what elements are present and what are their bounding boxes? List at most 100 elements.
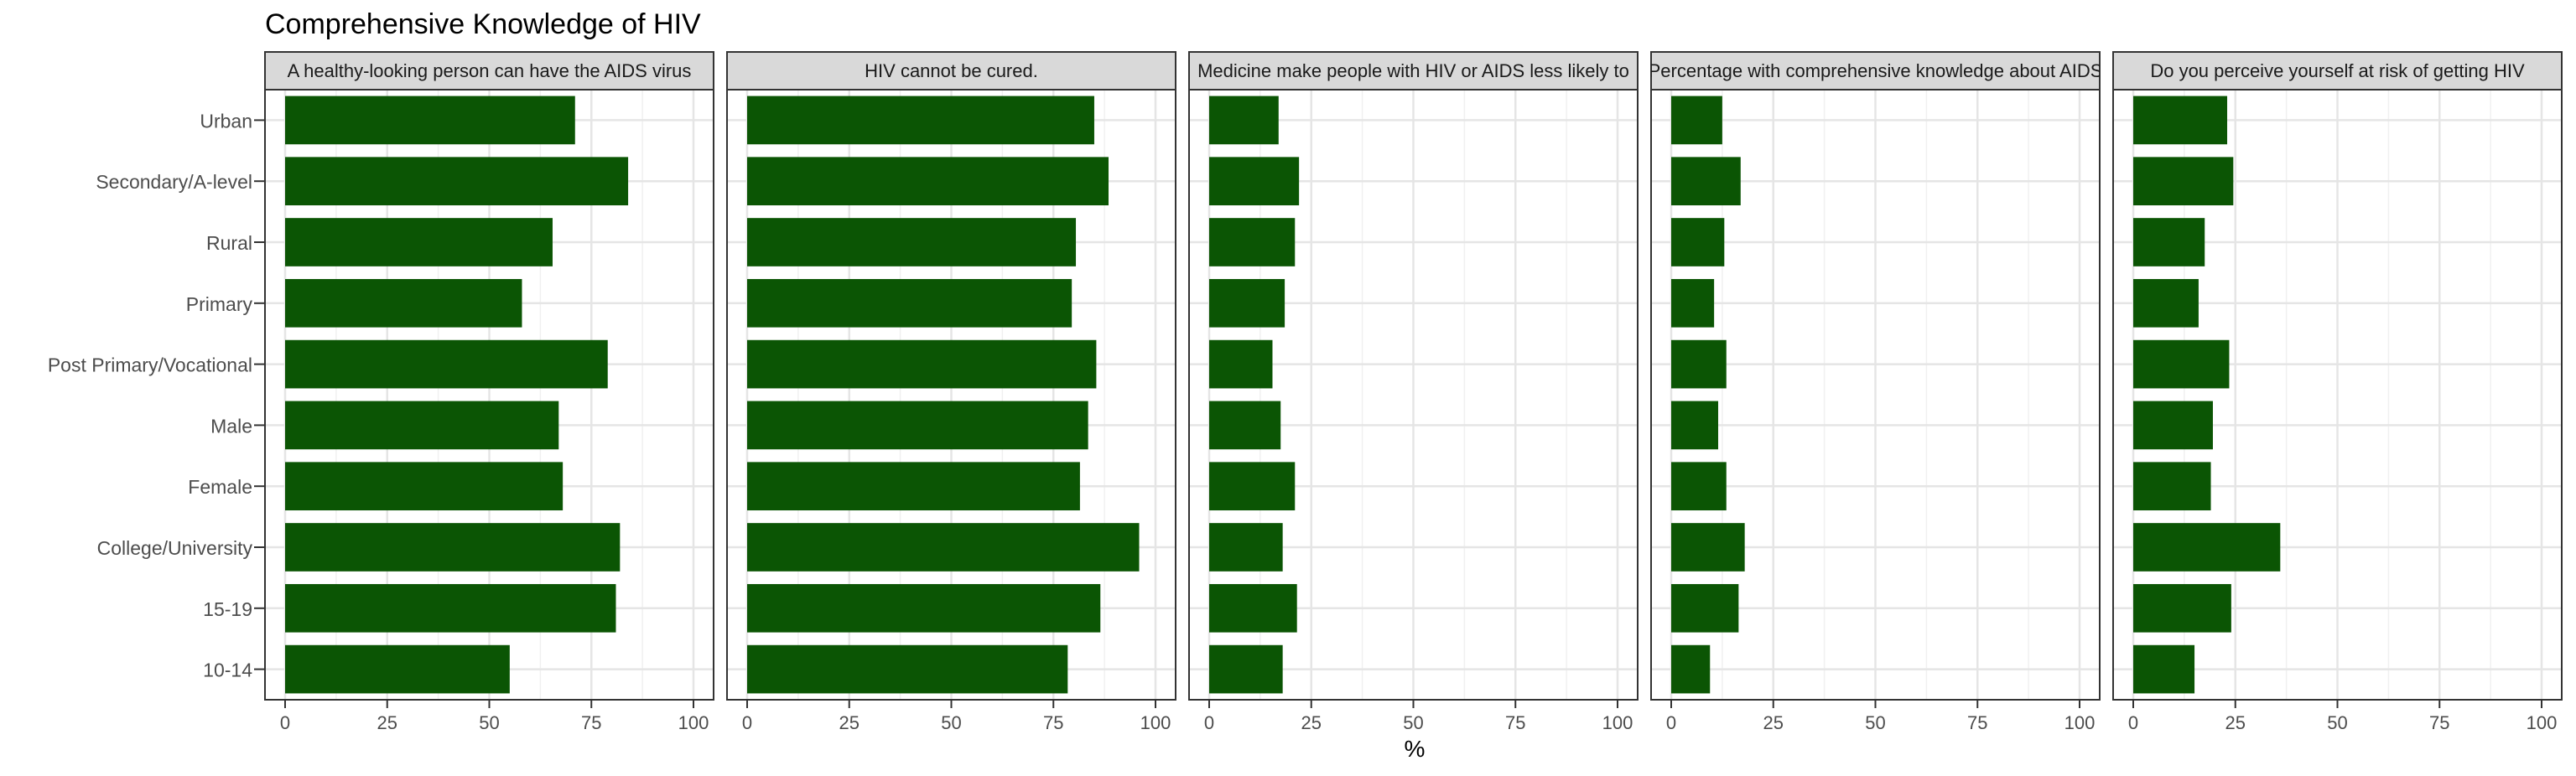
bar-0-5 (285, 401, 559, 450)
bar-4-1 (2133, 157, 2234, 206)
bar-1-3 (747, 278, 1072, 328)
strip-bg-2 (1188, 51, 1639, 91)
bar-4-8 (2133, 583, 2231, 633)
strip-bg-4 (2112, 51, 2563, 91)
bar-4-9 (2133, 644, 2195, 694)
panel-0: A healthy-looking person can have the AI… (264, 51, 714, 733)
x-tick-label-1-2: 50 (941, 712, 961, 733)
y-tick-label-7: College/University (97, 537, 253, 559)
panel-inner-4 (2113, 90, 2562, 700)
bar-0-6 (285, 462, 564, 511)
bar-0-2 (285, 218, 553, 266)
bar-0-7 (285, 523, 621, 572)
bar-2-3 (1209, 278, 1285, 328)
x-tick-label-4-1: 25 (2225, 712, 2246, 733)
strip-bg-3 (1650, 51, 2101, 91)
bar-2-6 (1209, 462, 1296, 511)
x-tick-label-2-2: 50 (1403, 712, 1423, 733)
bar-2-0 (1209, 96, 1279, 145)
x-tick-label-3-0: 0 (1666, 712, 1676, 733)
panel-inner-0 (265, 90, 714, 700)
x-tick-label-2-3: 75 (1505, 712, 1525, 733)
bar-0-3 (285, 278, 522, 328)
bar-3-5 (1671, 401, 1719, 450)
y-tick-label-9: 10-14 (203, 660, 252, 681)
strip-label-4: Do you perceive yourself at risk of gett… (2150, 60, 2525, 81)
x-tick-label-0-1: 25 (377, 712, 397, 733)
x-tick-label-0-0: 0 (280, 712, 290, 733)
bar-1-9 (747, 644, 1068, 694)
bar-3-3 (1671, 278, 1715, 328)
strip-bg-1 (726, 51, 1176, 91)
bar-2-5 (1209, 401, 1281, 450)
bar-0-0 (285, 96, 575, 145)
bar-4-0 (2133, 96, 2228, 145)
x-tick-label-3-1: 25 (1763, 712, 1784, 733)
strip-label-3: Percentage with comprehensive knowledge … (1649, 60, 2103, 81)
x-tick-label-4-3: 75 (2429, 712, 2449, 733)
panel-4: Do you perceive yourself at risk of gett… (2112, 51, 2563, 733)
bar-1-2 (747, 218, 1077, 266)
bar-2-4 (1209, 339, 1273, 389)
bar-0-8 (285, 583, 616, 633)
bar-1-0 (747, 96, 1094, 145)
y-tick-label-3: Primary (186, 293, 253, 315)
panel-inner-2 (1189, 90, 1638, 700)
bar-3-1 (1671, 157, 1741, 206)
bar-4-2 (2133, 218, 2205, 266)
x-tick-label-2-1: 25 (1301, 712, 1322, 733)
bar-3-9 (1671, 644, 1711, 694)
bar-3-8 (1671, 583, 1739, 633)
bar-3-0 (1671, 96, 1722, 145)
bar-2-1 (1209, 157, 1300, 206)
bar-4-3 (2133, 278, 2199, 328)
bar-1-1 (747, 157, 1109, 206)
y-tick-label-4: Post Primary/Vocational (48, 354, 252, 376)
x-tick-label-2-4: 100 (1602, 712, 1633, 733)
strip-label-2: Medicine make people with HIV or AIDS le… (1197, 60, 1629, 81)
panel-inner-3 (1651, 90, 2100, 700)
x-tick-label-3-2: 50 (1865, 712, 1885, 733)
bar-4-4 (2133, 339, 2230, 389)
bar-1-6 (747, 462, 1080, 511)
bar-0-9 (285, 644, 510, 694)
panels-layer: Urban Secondary/A-level Rural Primary Post P… (48, 51, 2563, 733)
panel-2: Medicine make people with HIV or AIDS le… (1188, 51, 1639, 733)
x-tick-label-4-2: 50 (2327, 712, 2347, 733)
bar-2-8 (1209, 583, 1297, 633)
panel-inner-1 (727, 90, 1176, 700)
x-tick-label-1-1: 25 (839, 712, 860, 733)
x-tick-label-0-4: 100 (678, 712, 709, 733)
x-tick-label-4-0: 0 (2128, 712, 2138, 733)
y-tick-label-2: Rural (206, 232, 252, 254)
strip-bg-0 (264, 51, 714, 91)
strip-label-1: HIV cannot be cured. (865, 60, 1038, 81)
bar-4-6 (2133, 462, 2211, 511)
x-tick-label-4-4: 100 (2527, 712, 2558, 733)
x-axis-label: % (1405, 736, 1426, 762)
bar-3-6 (1671, 462, 1727, 511)
y-tick-label-6: Female (188, 476, 252, 498)
bar-2-7 (1209, 523, 1283, 572)
bar-4-5 (2133, 401, 2213, 450)
bar-1-7 (747, 523, 1140, 572)
x-tick-label-3-4: 100 (2064, 712, 2096, 733)
chart-title: Comprehensive Knowledge of HIV (265, 8, 701, 40)
bar-0-4 (285, 339, 608, 389)
x-tick-label-1-4: 100 (1140, 712, 1171, 733)
bar-2-2 (1209, 218, 1296, 266)
x-tick-label-0-2: 50 (479, 712, 499, 733)
bar-3-7 (1671, 523, 1745, 572)
x-tick-label-1-3: 75 (1043, 712, 1063, 733)
x-tick-label-2-0: 0 (1204, 712, 1214, 733)
panel-1: HIV cannot be cured. 0 25 50 75 100 (726, 51, 1176, 733)
bar-4-7 (2133, 523, 2281, 572)
y-tick-label-0: Urban (200, 110, 252, 132)
x-tick-label-0-3: 75 (581, 712, 601, 733)
bar-1-8 (747, 583, 1101, 633)
bar-3-4 (1671, 339, 1727, 389)
bar-0-1 (285, 157, 629, 206)
y-tick-label-8: 15-19 (203, 598, 252, 620)
bar-2-9 (1209, 644, 1283, 694)
